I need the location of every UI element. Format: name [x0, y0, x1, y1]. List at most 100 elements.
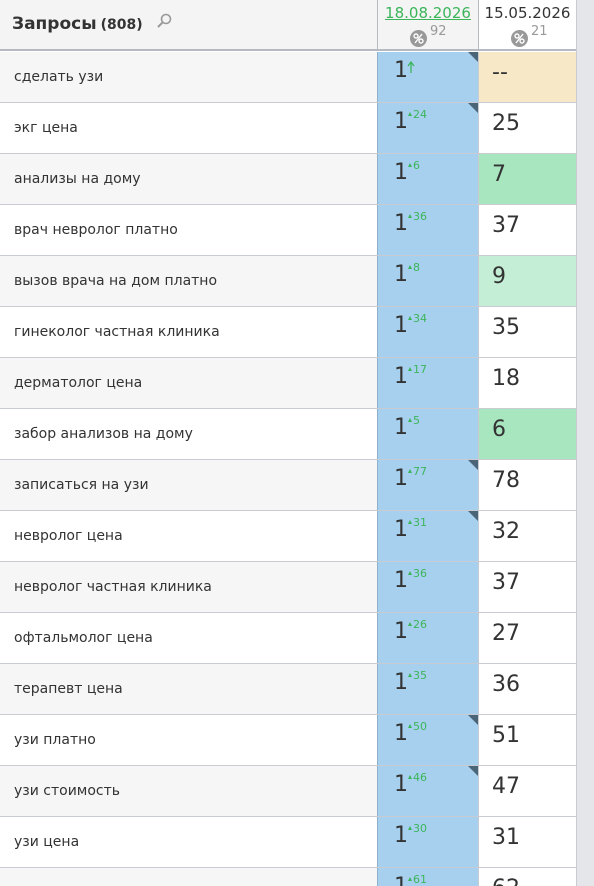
query-text: врач невролог платно — [14, 222, 178, 238]
query-text: узи стоимость — [14, 783, 121, 799]
position: 1 — [394, 313, 408, 338]
position-cell: 51 — [478, 715, 576, 765]
position-cell: 1 17 — [377, 358, 478, 408]
position: 36 — [492, 672, 520, 697]
position: 1 — [394, 874, 408, 886]
position-cell: 6 — [478, 409, 576, 459]
header-query: Запросы (808) — [0, 0, 377, 51]
position-cell: 1 30 — [377, 817, 478, 867]
percent-value: 21 — [531, 24, 548, 39]
table-row: терапевт цена 1 35 36 — [0, 664, 576, 715]
position: 35 — [492, 315, 520, 340]
position-change: 46 — [408, 771, 427, 784]
position-cell: 1 34 — [377, 307, 478, 357]
query-cell: записаться на узи — [0, 460, 377, 510]
query-text: невролог частная клиника — [14, 579, 212, 595]
position: 7 — [492, 162, 506, 187]
table-row: гинеколог частная клиника 1 34 35 — [0, 307, 576, 358]
query-text: дерматолог цена — [14, 375, 143, 391]
position-cell: 1 24 — [377, 103, 478, 153]
table-row: анализы на дому 1 6 7 — [0, 154, 576, 205]
position: 1 — [394, 568, 408, 593]
query-text: сделать узи — [14, 69, 104, 85]
position-change: 77 — [408, 465, 427, 478]
position: 37 — [492, 213, 520, 238]
position-cell: 31 — [478, 817, 576, 867]
table-row: записаться на узи 1 77 78 — [0, 460, 576, 511]
search-icon[interactable] — [156, 13, 172, 29]
corner-flag — [468, 460, 478, 470]
table-row: экг цена 1 24 25 — [0, 103, 576, 154]
query-text: невролог цена — [14, 528, 123, 544]
position-cell: 27 — [478, 613, 576, 663]
position-change: 61 — [408, 873, 427, 886]
position: 1 — [394, 466, 408, 491]
percent-icon[interactable] — [511, 30, 528, 47]
corner-flag — [468, 511, 478, 521]
table-row: узи стоимость 1 46 47 — [0, 766, 576, 817]
query-text: офтальмолог цена — [14, 630, 153, 646]
query-cell: узи стоимость — [0, 766, 377, 816]
position-cell: 1 — [377, 52, 478, 102]
position: 9 — [492, 264, 506, 289]
position: 1 — [394, 517, 408, 542]
table-row: дерматолог цена 1 17 18 — [0, 358, 576, 409]
percent-icon[interactable] — [410, 30, 427, 47]
position: 1 — [394, 58, 408, 83]
position-change: 30 — [408, 822, 427, 835]
position: 6 — [492, 417, 506, 442]
position-cell: 1 26 — [377, 613, 478, 663]
position-cell: 62 — [478, 868, 576, 886]
query-cell: вызов врача на дом платно — [0, 256, 377, 306]
position: 78 — [492, 468, 520, 493]
position-change: 31 — [408, 516, 427, 529]
column-date[interactable]: 18.08.2026 — [385, 4, 471, 22]
position-cell: 1 77 — [377, 460, 478, 510]
query-cell: забор анализов на дому — [0, 409, 377, 459]
position-cell: 37 — [478, 562, 576, 612]
corner-flag — [468, 715, 478, 725]
query-cell: невролог частная клиника — [0, 562, 377, 612]
position-change: 8 — [408, 261, 420, 274]
position: 1 — [394, 619, 408, 644]
position-change: 17 — [408, 363, 427, 376]
query-text: узи цена — [14, 834, 80, 850]
position-cell: 37 — [478, 205, 576, 255]
position-change: 34 — [408, 312, 427, 325]
position: 51 — [492, 723, 520, 748]
title-wrap: Запросы (808) — [12, 14, 143, 34]
count: (808) — [100, 17, 143, 33]
position: 1 — [394, 109, 408, 134]
query-text: гинеколог частная клиника — [14, 324, 220, 340]
position: 62 — [492, 876, 520, 886]
position-cell: 1 35 — [377, 664, 478, 714]
position-change: 50 — [408, 720, 427, 733]
position: 37 — [492, 570, 520, 595]
position-change: 36 — [408, 567, 427, 580]
position-cell: 7 — [478, 154, 576, 204]
position-cell: 47 — [478, 766, 576, 816]
position-cell: 18 — [478, 358, 576, 408]
query-cell: узи цена — [0, 817, 377, 867]
query-text: вызов врача на дом платно — [14, 273, 218, 289]
table-row: невролог цена 1 31 32 — [0, 511, 576, 562]
query-text: узи платно — [14, 732, 96, 748]
position-cell: 1 31 — [377, 511, 478, 561]
percent-value: 92 — [430, 24, 447, 39]
position-cell: 1 36 — [377, 562, 478, 612]
query-text: записаться на узи — [14, 477, 149, 493]
query-cell: терапевт цена — [0, 664, 377, 714]
position: 1 — [394, 772, 408, 797]
position-change: 5 — [408, 414, 420, 427]
position-cell: 25 — [478, 103, 576, 153]
position-cell: 36 — [478, 664, 576, 714]
position: 1 — [394, 262, 408, 287]
scrollbar — [576, 0, 594, 886]
query-cell — [0, 868, 377, 886]
position-change: 36 — [408, 210, 427, 223]
position: 1 — [394, 415, 408, 440]
position-cell: 35 — [478, 307, 576, 357]
